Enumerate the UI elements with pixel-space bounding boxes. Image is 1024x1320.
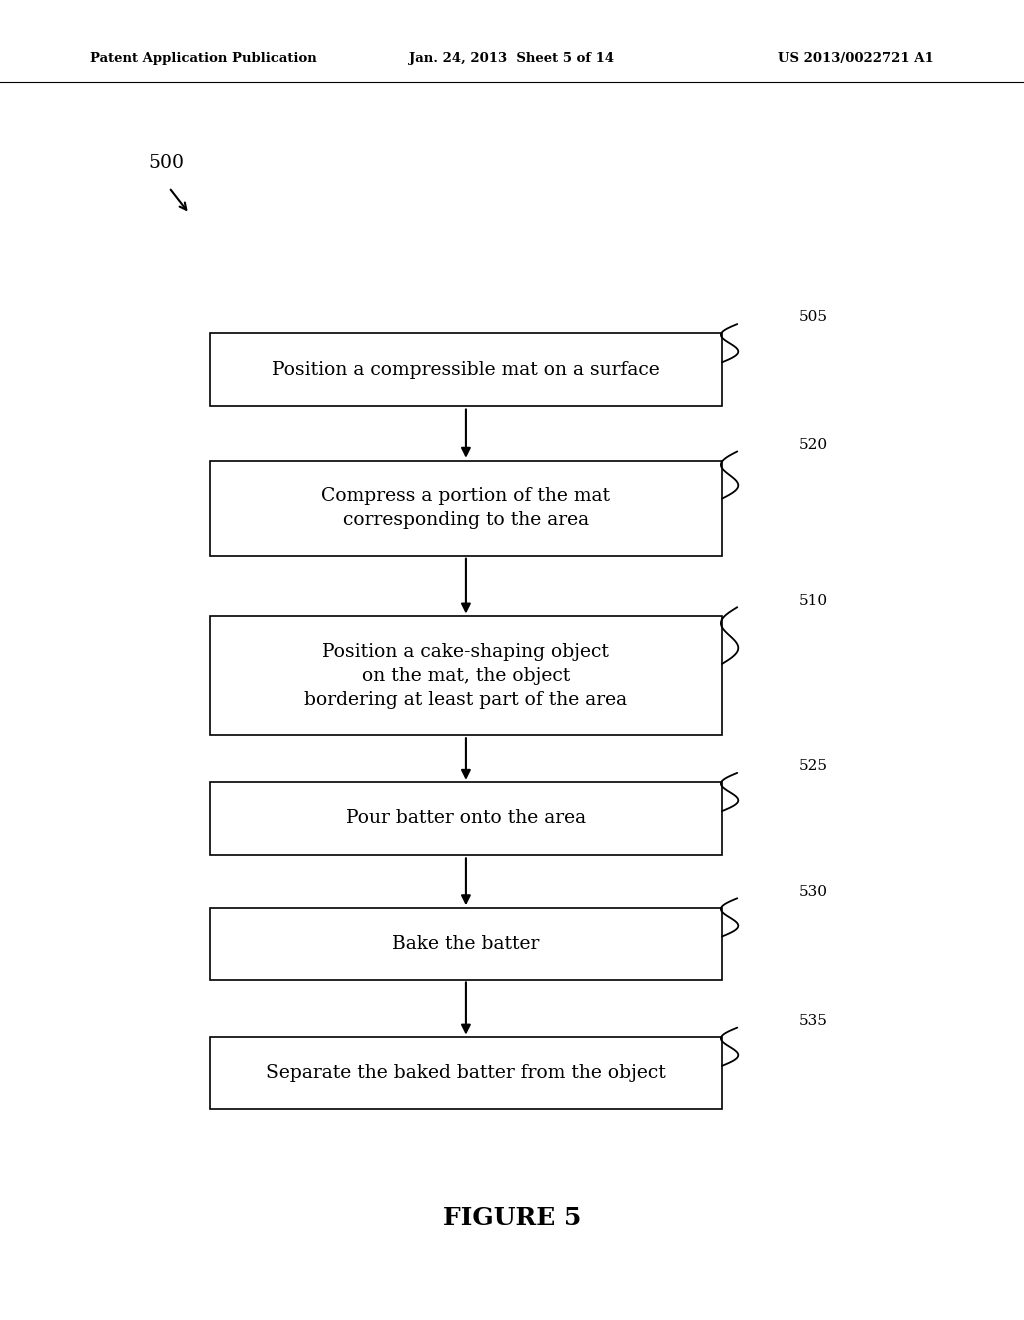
Text: 505: 505 — [799, 310, 827, 325]
Text: Jan. 24, 2013  Sheet 5 of 14: Jan. 24, 2013 Sheet 5 of 14 — [410, 51, 614, 65]
Text: 510: 510 — [799, 594, 827, 607]
FancyBboxPatch shape — [210, 1038, 722, 1109]
Text: Bake the batter: Bake the batter — [392, 935, 540, 953]
Text: FIGURE 5: FIGURE 5 — [442, 1206, 582, 1230]
Text: Compress a portion of the mat
corresponding to the area: Compress a portion of the mat correspond… — [322, 487, 610, 529]
FancyBboxPatch shape — [210, 781, 722, 855]
Text: Separate the baked batter from the object: Separate the baked batter from the objec… — [266, 1064, 666, 1082]
Text: Position a compressible mat on a surface: Position a compressible mat on a surface — [272, 360, 659, 379]
Text: Pour batter onto the area: Pour batter onto the area — [346, 809, 586, 828]
Text: US 2013/0022721 A1: US 2013/0022721 A1 — [778, 51, 934, 65]
FancyBboxPatch shape — [210, 908, 722, 979]
Text: 520: 520 — [799, 438, 827, 451]
Text: 500: 500 — [148, 153, 184, 172]
Text: 535: 535 — [799, 1014, 827, 1028]
FancyBboxPatch shape — [210, 333, 722, 407]
Text: 530: 530 — [799, 884, 827, 899]
FancyBboxPatch shape — [210, 461, 722, 556]
FancyBboxPatch shape — [210, 616, 722, 735]
Text: 525: 525 — [799, 759, 827, 774]
Text: Position a cake-shaping object
on the mat, the object
bordering at least part of: Position a cake-shaping object on the ma… — [304, 643, 628, 709]
Text: Patent Application Publication: Patent Application Publication — [90, 51, 316, 65]
